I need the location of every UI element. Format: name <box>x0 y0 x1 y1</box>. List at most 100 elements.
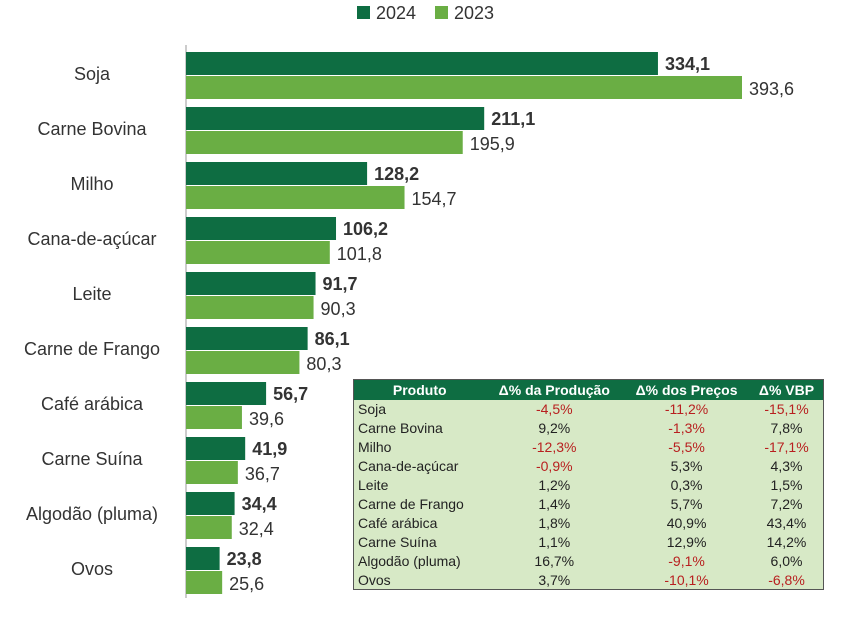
data-label-2024: 334,1 <box>665 54 710 74</box>
table-row: Ovos 3,7% -10,1% -6,8% <box>354 571 823 590</box>
table-row: Cana-de-açúcar -0,9% 5,3% 4,3% <box>354 457 823 476</box>
table-row: Carne de Frango 1,4% 5,7% 7,2% <box>354 495 823 514</box>
table-header-row: Produto Δ% da Produção Δ% dos Preços Δ% VBP <box>354 380 823 400</box>
product-cell: Milho <box>358 439 392 455</box>
percent-cell: 4,3% <box>770 458 803 474</box>
data-label-2024: 86,1 <box>315 329 350 349</box>
table-row: Soja -4,5% -11,2% -15,1% <box>354 400 823 419</box>
percent-cell: -4,5% <box>535 401 573 417</box>
percent-cell: 1,2% <box>538 477 571 493</box>
bar-2023 <box>186 461 238 484</box>
product-cell: Carne Bovina <box>358 420 443 436</box>
category-label: Algodão (pluma) <box>26 504 158 524</box>
category-label: Carne Suína <box>41 449 143 469</box>
percent-cell: -5,5% <box>668 439 705 455</box>
data-label-2023: 90,3 <box>321 299 356 319</box>
bar-2023 <box>186 351 300 374</box>
category-label: Milho <box>70 174 113 194</box>
bar-2024 <box>186 107 485 130</box>
table-header-cell: Produto <box>354 380 486 400</box>
data-label-2024: 91,7 <box>323 274 358 294</box>
data-label-2023: 39,6 <box>249 409 284 429</box>
percent-cell: 5,7% <box>670 496 703 512</box>
product-cell: Leite <box>358 477 389 493</box>
data-label-2023: 393,6 <box>749 79 794 99</box>
data-label-2023: 195,9 <box>470 134 515 154</box>
data-label-2024: 211,1 <box>491 109 535 129</box>
bar-2023 <box>186 186 405 209</box>
percent-cell: -1,3% <box>668 420 705 436</box>
legend: 2024 2023 <box>357 3 494 23</box>
data-label-2024: 34,4 <box>242 494 277 514</box>
percent-cell: 3,7% <box>538 572 571 588</box>
bar-2024 <box>186 547 220 570</box>
product-cell: Ovos <box>358 572 391 588</box>
table-row: Algodão (pluma) 16,7% -9,1% 6,0% <box>354 552 823 571</box>
category-label: Café arábica <box>41 394 144 414</box>
data-label-2023: 101,8 <box>337 244 382 264</box>
product-cell: Carne Suína <box>358 534 437 550</box>
bars <box>186 52 742 594</box>
bar-2023 <box>186 296 314 319</box>
data-label-2023: 25,6 <box>229 574 264 594</box>
bar-2023 <box>186 571 223 594</box>
category-label: Carne Bovina <box>37 119 147 139</box>
percent-cell: -15,1% <box>764 401 809 417</box>
product-cell: Cana-de-açúcar <box>358 458 459 474</box>
bar-2024 <box>186 272 316 295</box>
percent-cell: -17,1% <box>764 439 809 455</box>
data-label-2024: 23,8 <box>227 549 262 569</box>
percent-cell: 16,7% <box>534 553 575 569</box>
percent-cell: -12,3% <box>532 439 577 455</box>
bar-2023 <box>186 516 232 539</box>
percent-cell: -6,8% <box>768 572 805 588</box>
data-label-2024: 106,2 <box>343 219 388 239</box>
percent-cell: -10,1% <box>664 572 709 588</box>
bar-2024 <box>186 162 368 185</box>
bar-2024 <box>186 217 337 240</box>
category-label: Carne de Frango <box>24 339 160 359</box>
data-label-2024: 41,9 <box>252 439 287 459</box>
table-header-cell: Δ% da Produção <box>485 380 624 400</box>
percent-cell: 1,8% <box>538 515 571 531</box>
table-row: Milho -12,3% -5,5% -17,1% <box>354 438 823 457</box>
bar-2024 <box>186 327 308 350</box>
table-header-cell: Δ% dos Preços <box>623 380 750 400</box>
category-label: Cana-de-açúcar <box>27 229 156 249</box>
percent-cell: -9,1% <box>668 553 705 569</box>
category-labels: Soja Carne Bovina Milho Cana-de-açúcar Leite… <box>24 64 160 579</box>
table-row: Café arábica 1,8% 40,9% 43,4% <box>354 514 823 533</box>
category-label: Leite <box>72 284 111 304</box>
bar-2024 <box>186 492 235 515</box>
category-label: Ovos <box>71 559 113 579</box>
data-label-2023: 154,7 <box>412 189 457 209</box>
bar-2023 <box>186 131 463 154</box>
data-label-2023: 36,7 <box>245 464 280 484</box>
legend-label-2024: 2024 <box>376 3 416 23</box>
legend-swatch-2024 <box>357 6 370 19</box>
category-label: Soja <box>74 64 111 84</box>
percent-cell: 0,3% <box>670 477 703 493</box>
percent-cell: 40,9% <box>666 515 707 531</box>
bar-2024 <box>186 382 267 405</box>
bar-2023 <box>186 76 742 99</box>
product-cell: Soja <box>358 401 387 417</box>
data-label-2024: 128,2 <box>374 164 419 184</box>
data-label-2024: 56,7 <box>273 384 308 404</box>
table-row: Leite 1,2% 0,3% 1,5% <box>354 476 823 495</box>
percent-cell: 6,0% <box>770 553 803 569</box>
bar-2024 <box>186 52 658 75</box>
bar-2023 <box>186 406 242 429</box>
variation-table-container: Produto Δ% da Produção Δ% dos Preços Δ% VBP… <box>353 379 824 590</box>
data-labels: 334,1 393,6 211,1 195,9 128,2 154,7 106,2 101,8… <box>227 54 794 594</box>
percent-cell: 1,5% <box>770 477 803 493</box>
percent-cell: 43,4% <box>766 515 807 531</box>
percent-cell: 1,4% <box>538 496 571 512</box>
product-cell: Café arábica <box>358 515 438 531</box>
table-body: Soja -4,5% -11,2% -15,1% Carne Bovina 9,2% -1,… <box>354 400 823 590</box>
table-row: Carne Bovina 9,2% -1,3% 7,8% <box>354 419 823 438</box>
percent-cell: 1,1% <box>538 534 571 550</box>
percent-cell: 12,9% <box>666 534 707 550</box>
data-label-2023: 80,3 <box>306 354 341 374</box>
